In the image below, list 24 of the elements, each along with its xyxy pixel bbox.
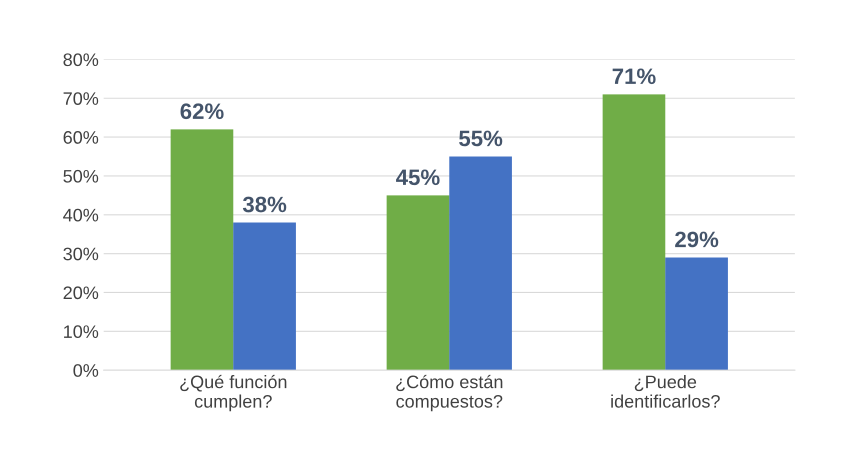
y-tick-label: 20% — [64, 286, 98, 300]
y-tick-label: 50% — [63, 170, 98, 183]
data-label: 71% — [612, 68, 656, 84]
x-tick-label: ¿Puede identificarlos? — [611, 375, 720, 408]
y-tick-label: 10% — [64, 325, 98, 338]
y-tick-label: 70% — [64, 92, 98, 105]
bar — [449, 156, 512, 370]
y-tick-label: 60% — [64, 131, 98, 144]
bar — [170, 129, 234, 370]
bar — [386, 195, 450, 370]
y-tick-label: 30% — [63, 248, 98, 260]
x-tick-label: ¿Cómo están compuestos? — [396, 374, 502, 412]
y-tick-label: 80% — [63, 53, 98, 66]
data-label: 62% — [180, 103, 224, 120]
bar — [233, 222, 296, 370]
y-tick-label: 0% — [73, 364, 98, 377]
y-tick-label: 40% — [63, 208, 98, 222]
bar — [665, 258, 728, 370]
data-label: 29% — [675, 232, 718, 248]
data-label: 38% — [242, 196, 286, 212]
data-label: 55% — [459, 130, 502, 146]
x-tick-label: ¿Qué función cumplen? — [180, 374, 286, 412]
data-label: 45% — [396, 169, 440, 186]
bar — [602, 94, 666, 370]
